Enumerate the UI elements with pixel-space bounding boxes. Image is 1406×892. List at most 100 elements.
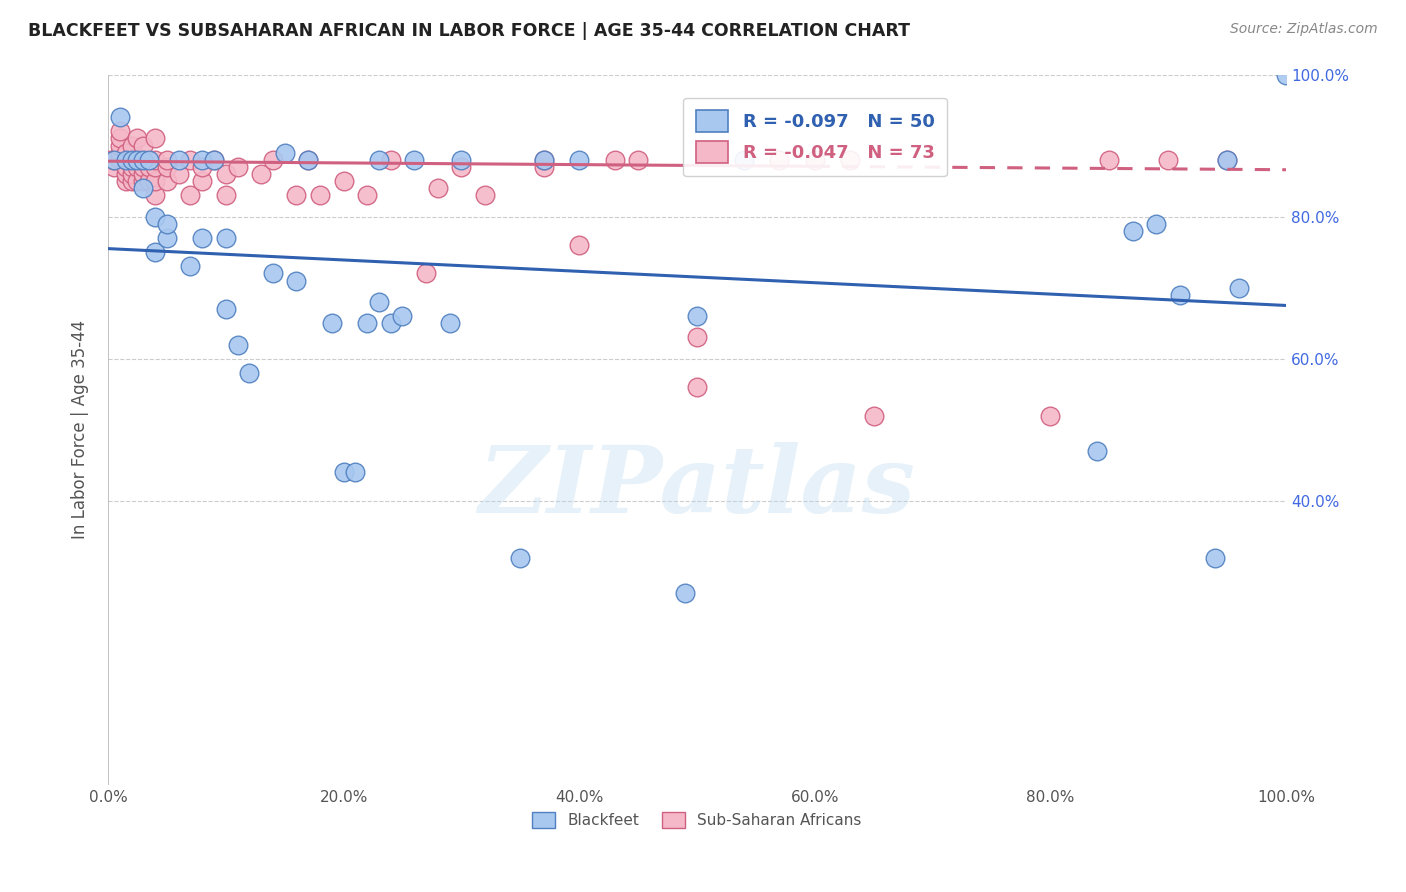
Point [391, 309, 413, 323]
Point [143, 174, 166, 188]
Point [450, 160, 472, 174]
Point [138, 174, 160, 188]
Point [121, 153, 143, 167]
Point [191, 153, 214, 167]
Point [439, 316, 461, 330]
Point [114, 167, 136, 181]
Point [344, 466, 367, 480]
Point [273, 145, 295, 160]
Point [1144, 217, 1167, 231]
Text: BLACKFEET VS SUBSAHARAN AFRICAN IN LABOR FORCE | AGE 35-44 CORRELATION CHART: BLACKFEET VS SUBSAHARAN AFRICAN IN LABOR… [28, 22, 910, 40]
Text: ZIPatlas: ZIPatlas [478, 442, 915, 532]
Point [156, 153, 179, 167]
Point [121, 160, 143, 174]
Point [108, 110, 131, 124]
Point [103, 153, 125, 167]
Point [114, 160, 136, 174]
Point [191, 174, 214, 188]
Point [356, 188, 378, 202]
Point [415, 267, 437, 281]
Point [127, 153, 149, 167]
Point [474, 188, 496, 202]
Point [368, 294, 391, 309]
Point [321, 316, 343, 330]
Point [143, 153, 166, 167]
Point [262, 267, 284, 281]
Point [1157, 153, 1180, 167]
Point [114, 174, 136, 188]
Text: Source: ZipAtlas.com: Source: ZipAtlas.com [1230, 22, 1378, 37]
Point [356, 316, 378, 330]
Point [103, 160, 125, 174]
Point [179, 188, 201, 202]
Point [191, 231, 214, 245]
Point [132, 138, 155, 153]
Point [179, 153, 201, 167]
Point [332, 466, 354, 480]
Point [127, 160, 149, 174]
Point [226, 160, 249, 174]
Point [686, 380, 709, 394]
Point [1122, 224, 1144, 238]
Point [132, 181, 155, 195]
Point [1227, 281, 1250, 295]
Point [132, 167, 155, 181]
Point [509, 550, 531, 565]
Point [332, 174, 354, 188]
Point [103, 153, 125, 167]
Point [1204, 550, 1226, 565]
Point [156, 217, 179, 231]
Point [627, 153, 650, 167]
Point [568, 238, 591, 252]
Point [309, 188, 332, 202]
Point [127, 153, 149, 167]
Point [167, 153, 190, 167]
Point [132, 160, 155, 174]
Point [143, 188, 166, 202]
Legend: Blackfeet, Sub-Saharan Africans: Blackfeet, Sub-Saharan Africans [526, 806, 868, 834]
Point [380, 316, 402, 330]
Point [1275, 68, 1298, 82]
Point [132, 174, 155, 188]
Point [1168, 287, 1191, 301]
Point [250, 167, 273, 181]
Point [108, 153, 131, 167]
Point [215, 231, 238, 245]
Point [143, 160, 166, 174]
Point [108, 138, 131, 153]
Point [226, 337, 249, 351]
Point [238, 366, 260, 380]
Point [138, 153, 160, 167]
Point [132, 153, 155, 167]
Point [143, 131, 166, 145]
Point [108, 124, 131, 138]
Point [285, 188, 308, 202]
Point [138, 160, 160, 174]
Point [108, 131, 131, 145]
Point [121, 167, 143, 181]
Point [114, 153, 136, 167]
Point [673, 586, 696, 600]
Point [121, 138, 143, 153]
Point [114, 153, 136, 167]
Point [404, 153, 426, 167]
Point [297, 153, 319, 167]
Point [202, 153, 225, 167]
Point [127, 131, 149, 145]
Point [862, 409, 884, 423]
Point [1039, 409, 1062, 423]
Point [686, 309, 709, 323]
Point [297, 153, 319, 167]
Point [368, 153, 391, 167]
Point [143, 245, 166, 260]
Point [156, 160, 179, 174]
Point [1087, 444, 1109, 458]
Point [1216, 153, 1239, 167]
Point [215, 167, 238, 181]
Point [839, 153, 862, 167]
Point [603, 153, 626, 167]
Point [285, 274, 308, 288]
Point [132, 153, 155, 167]
Point [127, 174, 149, 188]
Point [143, 210, 166, 224]
